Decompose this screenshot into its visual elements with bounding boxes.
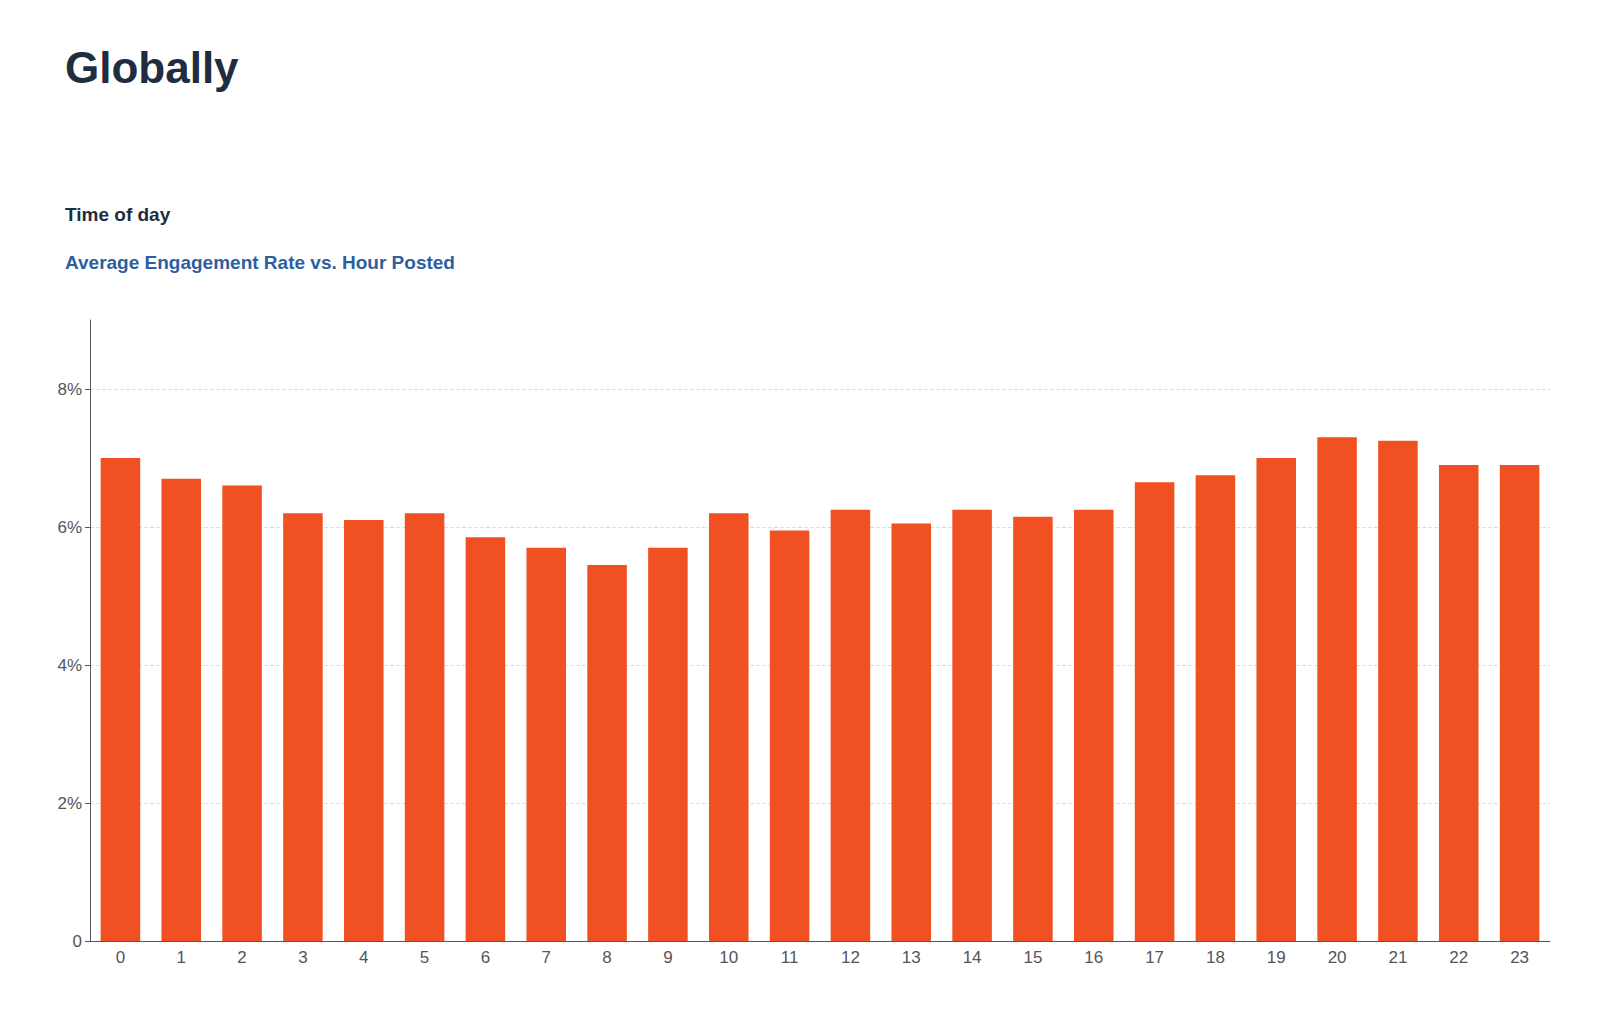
svg-text:2: 2 bbox=[237, 948, 246, 967]
svg-text:16: 16 bbox=[1084, 948, 1103, 967]
svg-text:22: 22 bbox=[1449, 948, 1468, 967]
svg-text:0: 0 bbox=[116, 948, 125, 967]
svg-text:13: 13 bbox=[902, 948, 921, 967]
svg-text:23: 23 bbox=[1510, 948, 1529, 967]
svg-text:15: 15 bbox=[1023, 948, 1042, 967]
svg-text:19: 19 bbox=[1267, 948, 1286, 967]
svg-text:9: 9 bbox=[663, 948, 672, 967]
svg-text:6: 6 bbox=[481, 948, 490, 967]
svg-text:1: 1 bbox=[177, 948, 186, 967]
svg-text:21: 21 bbox=[1388, 948, 1407, 967]
svg-text:12: 12 bbox=[841, 948, 860, 967]
svg-text:Time of day: Time of day bbox=[65, 204, 171, 225]
svg-text:18: 18 bbox=[1206, 948, 1225, 967]
svg-text:3: 3 bbox=[298, 948, 307, 967]
svg-text:8%: 8% bbox=[57, 380, 82, 399]
svg-text:7: 7 bbox=[542, 948, 551, 967]
svg-text:6%: 6% bbox=[57, 518, 82, 537]
svg-text:11: 11 bbox=[781, 948, 799, 967]
svg-text:14: 14 bbox=[963, 948, 982, 967]
svg-text:2%: 2% bbox=[57, 794, 82, 813]
svg-text:4%: 4% bbox=[57, 656, 82, 675]
svg-text:17: 17 bbox=[1145, 948, 1164, 967]
svg-text:Globally: Globally bbox=[65, 43, 239, 92]
svg-text:4: 4 bbox=[359, 948, 368, 967]
svg-text:10: 10 bbox=[719, 948, 738, 967]
svg-text:Average Engagement Rate vs. Ho: Average Engagement Rate vs. Hour Posted bbox=[65, 252, 455, 273]
svg-text:5: 5 bbox=[420, 948, 429, 967]
svg-text:0: 0 bbox=[73, 932, 82, 951]
svg-text:8: 8 bbox=[602, 948, 611, 967]
svg-text:20: 20 bbox=[1328, 948, 1347, 967]
